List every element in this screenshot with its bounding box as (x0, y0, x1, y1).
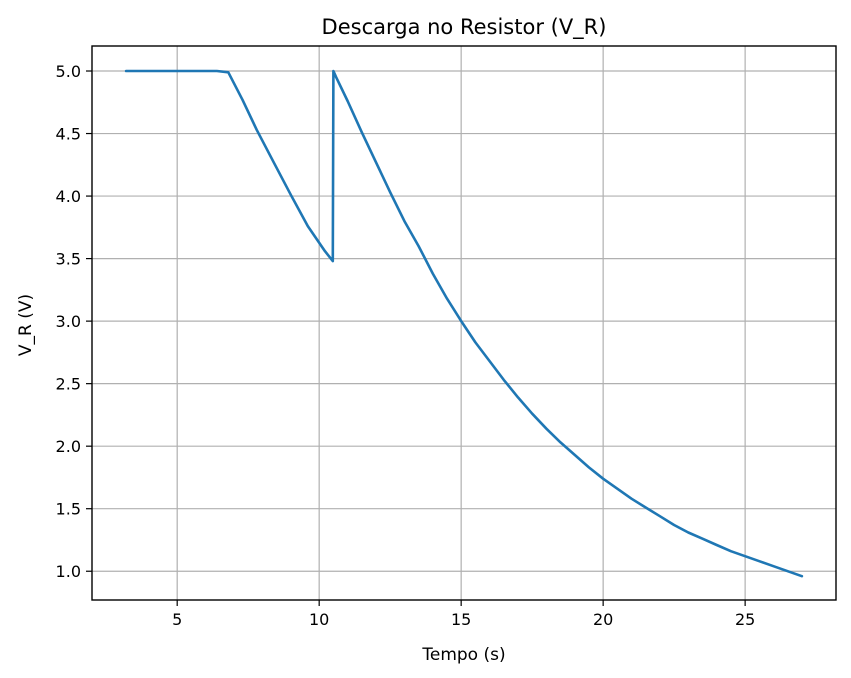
y-tick-label: 2.5 (56, 375, 81, 394)
y-tick-label: 1.0 (56, 562, 81, 581)
y-tick-label: 2.0 (56, 437, 81, 456)
y-tick-label: 1.5 (56, 500, 81, 519)
chart-title: Descarga no Resistor (V_R) (322, 15, 607, 40)
y-tick-label: 4.5 (56, 125, 81, 144)
x-tick-label: 5 (172, 610, 182, 629)
ticks: 5 10 15 20 25 1.0 1.5 2.0 2.5 3.0 3.5 4.0 4.5 5.0 (56, 62, 756, 629)
x-tick-label: 25 (735, 610, 755, 629)
x-tick-label: 10 (309, 610, 329, 629)
y-tick-label: 5.0 (56, 62, 81, 81)
series-line-vr (124, 69, 804, 578)
plot-frame (91, 45, 837, 601)
series-layer (124, 69, 804, 578)
grid (92, 46, 836, 600)
x-tick-label: 15 (451, 610, 471, 629)
x-axis-label: Tempo (s) (421, 645, 505, 665)
y-tick-label: 4.0 (56, 187, 81, 206)
x-tick-label: 20 (593, 610, 613, 629)
y-tick-label: 3.0 (56, 312, 81, 331)
y-tick-label: 3.5 (56, 250, 81, 269)
y-axis-label: V_R (V) (16, 294, 36, 356)
